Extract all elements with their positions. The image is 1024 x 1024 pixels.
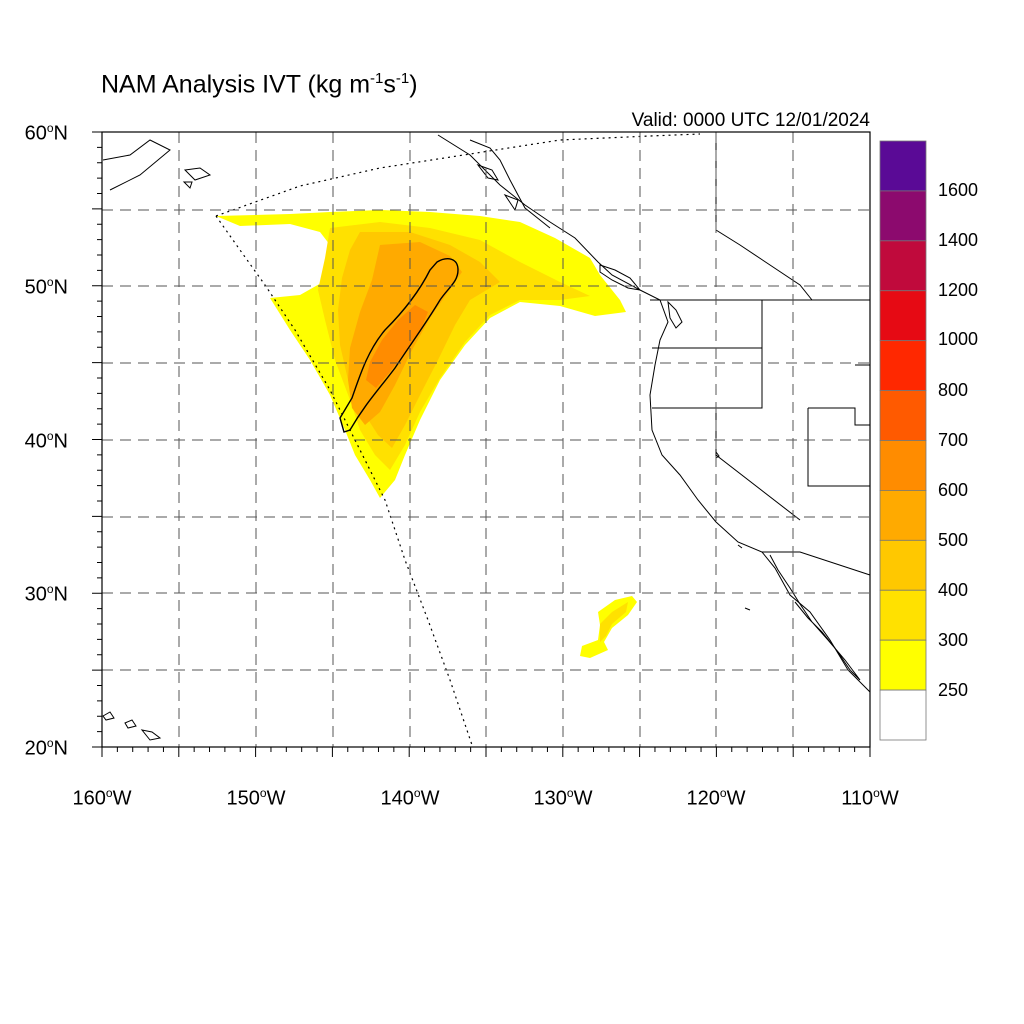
ivt-field: [216, 210, 637, 658]
graticule: [102, 131, 870, 747]
hawaii-2: [124, 719, 137, 729]
colorbar-label-600: 600: [938, 480, 969, 500]
lat-label-50: 50oN: [24, 275, 68, 299]
colorbar-label-1200: 1200: [938, 280, 979, 300]
ivt-shading-600: [366, 305, 428, 388]
colorbar-label-500: 500: [938, 530, 969, 550]
hawaii-1: [102, 711, 115, 721]
axis-ticks: [92, 131, 871, 757]
title-exp2: -1: [395, 70, 410, 87]
lon-label-140w: 140oW: [380, 786, 440, 810]
lon-label-160w: 160oW: [72, 786, 132, 810]
title-close: ): [409, 70, 418, 99]
hawaii-3: [140, 729, 162, 741]
alaska-sw: [102, 139, 171, 191]
colorbar-label-1600: 1600: [938, 180, 979, 200]
colorbar-swatch: [879, 490, 927, 541]
vancouver-island: [599, 264, 642, 291]
state-borders: [652, 300, 870, 521]
lake-tahoe: [715, 450, 720, 459]
colorbar-swatch: [879, 589, 927, 641]
colorbar: [879, 140, 927, 741]
title-unit-s: s: [383, 70, 396, 99]
lat-label-20: 20oN: [24, 736, 68, 760]
lat-label-60: 60oN: [24, 121, 68, 145]
map-title: NAM Analysis IVT (kg m-1s-1): [101, 70, 418, 99]
lon-label-110w: 110oW: [841, 786, 899, 810]
ivt-island-300: [600, 602, 628, 642]
islands-bc: [476, 163, 519, 212]
north-america-coast: [437, 134, 871, 693]
lat-label-40: 40oN: [24, 429, 68, 453]
alaska-islands: [182, 167, 212, 189]
colorbar-swatch: [879, 190, 927, 242]
lon-label-150w: 150oW: [226, 786, 286, 810]
colorbar-label-300: 300: [938, 630, 969, 650]
colorbar-swatch: [879, 290, 927, 342]
colorbar-swatch: [879, 539, 927, 591]
colorbar-swatch: [879, 440, 927, 491]
title-exp1: -1: [370, 70, 384, 87]
valid-time: Valid: 0000 UTC 12/01/2024: [631, 110, 870, 131]
alaska-panhandle: [469, 139, 551, 229]
colorbar-label-400: 400: [938, 580, 969, 600]
colorbar-swatch: [879, 390, 927, 441]
lat-label-30: 30oN: [24, 582, 68, 606]
colorbar-label-250: 250: [938, 680, 969, 700]
colorbar-label-1000: 1000: [938, 329, 979, 349]
colorbar-label-800: 800: [938, 380, 969, 400]
colorbar-swatch: [879, 340, 927, 391]
colorbar-swatch: [879, 140, 927, 192]
colorbar-swatch: [879, 639, 927, 691]
ivt-contour-500: [339, 258, 459, 433]
colorbar-label-700: 700: [938, 430, 969, 450]
mexico-border: [762, 551, 871, 576]
title-text: NAM Analysis IVT (kg m: [101, 70, 371, 99]
colorbar-swatch: [879, 240, 927, 292]
canada-inland: [715, 132, 813, 301]
baja-california: [769, 554, 861, 681]
colorbar-label-1400: 1400: [938, 230, 979, 250]
coastlines: [102, 132, 871, 741]
puget-sound: [667, 300, 683, 329]
lon-label-130w: 130oW: [533, 786, 593, 810]
channel-islands: [737, 544, 751, 611]
colorbar-swatch: [879, 689, 927, 741]
lon-label-120w: 120oW: [686, 786, 746, 810]
